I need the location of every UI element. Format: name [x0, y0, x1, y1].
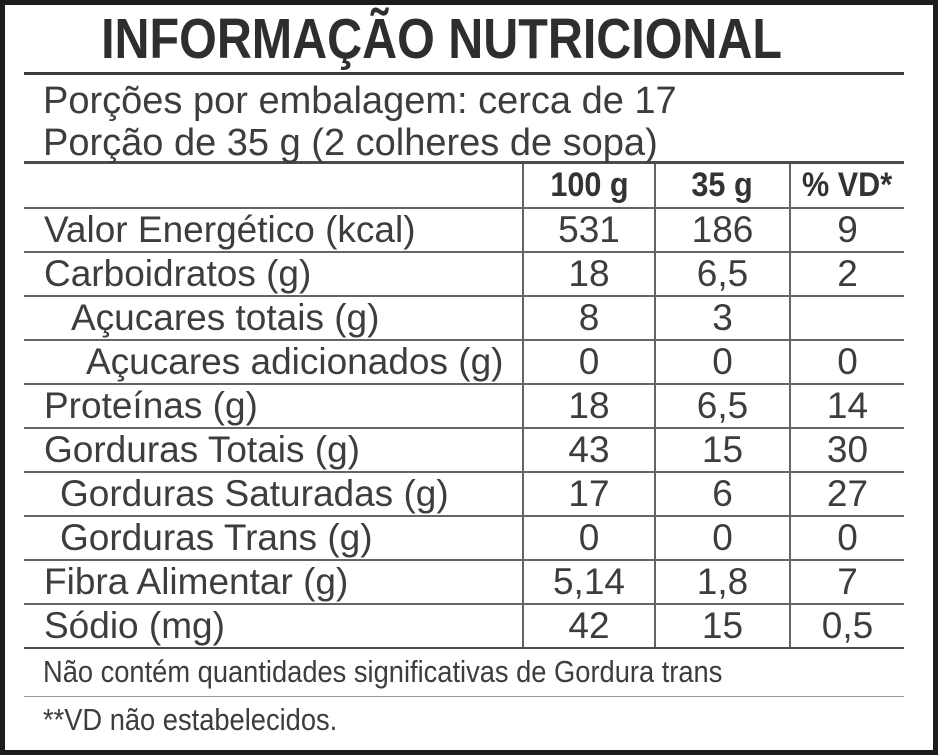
value-35g: 6,5	[654, 383, 790, 429]
footnote-divider	[24, 695, 904, 697]
column-header-35g: 35 g	[654, 161, 790, 209]
row-label: Gorduras Totais (g)	[24, 427, 523, 473]
value-pct-vd: 27	[789, 471, 904, 517]
table-row: Sódio (mg) 42 15 0,5	[24, 603, 904, 649]
table-row: Proteínas (g) 18 6,5 14	[24, 383, 904, 429]
value-35g: 15	[654, 603, 790, 649]
value-pct-vd: 0	[789, 515, 904, 561]
value-35g: 15	[654, 427, 790, 473]
servings-per-package-text: Porções por embalagem: cerca de 17	[43, 80, 677, 122]
table-row: Gorduras Trans (g) 0 0 0	[24, 515, 904, 561]
trans-fat-note: Não contém quantidades significativas de…	[43, 654, 723, 689]
value-100g: 18	[522, 383, 655, 429]
value-pct-vd: 14	[789, 383, 904, 429]
value-35g: 186	[654, 207, 790, 253]
column-header-100g: 100 g	[522, 161, 655, 209]
row-label: Açucares adicionados (g)	[24, 339, 523, 385]
value-100g: 17	[522, 471, 655, 517]
column-header-pct-vd: % VD*	[789, 161, 904, 209]
nutrition-table: 100 g 35 g % VD* Valor Energético (kcal)…	[24, 161, 904, 649]
vd-note: **VD não estabelecidos.	[43, 702, 338, 737]
row-label: Gorduras Trans (g)	[24, 515, 523, 561]
value-100g: 18	[522, 251, 655, 297]
value-100g: 8	[522, 295, 655, 341]
row-label: Sódio (mg)	[24, 603, 523, 649]
table-row: Gorduras Totais (g) 43 15 30	[24, 427, 904, 473]
value-35g: 6	[654, 471, 790, 517]
row-label: Valor Energético (kcal)	[24, 207, 523, 253]
row-label: Fibra Alimentar (g)	[24, 559, 523, 605]
value-pct-vd: 0,5	[789, 603, 904, 649]
label-header: INFORMAÇÃO NUTRICIONAL	[5, 5, 933, 72]
value-pct-vd: 0	[789, 339, 904, 385]
value-100g: 5,14	[522, 559, 655, 605]
value-100g: 43	[522, 427, 655, 473]
row-label: Açucares totais (g)	[24, 295, 523, 341]
row-label: Proteínas (g)	[24, 383, 523, 429]
serving-info: Porções por embalagem: cerca de 17 Porçã…	[5, 75, 933, 164]
table-row: Gorduras Saturadas (g) 17 6 27	[24, 471, 904, 517]
value-100g: 531	[522, 207, 655, 253]
table-row: Açucares adicionados (g) 0 0 0	[24, 339, 904, 385]
table-row: Carboidratos (g) 18 6,5 2	[24, 251, 904, 297]
value-100g: 42	[522, 603, 655, 649]
table-row: Valor Energético (kcal) 531 186 9	[24, 207, 904, 253]
value-35g: 0	[654, 515, 790, 561]
title-divider	[24, 72, 904, 75]
row-label: Gorduras Saturadas (g)	[24, 471, 523, 517]
row-label: Carboidratos (g)	[24, 251, 523, 297]
value-35g: 0	[654, 339, 790, 385]
value-35g: 3	[654, 295, 790, 341]
value-pct-vd: 9	[789, 207, 904, 253]
serving-size-text: Porção de 35 g (2 colheres de sopa)	[43, 122, 658, 164]
value-100g: 0	[522, 515, 655, 561]
column-header-blank	[24, 161, 523, 209]
value-35g: 6,5	[654, 251, 790, 297]
label-title: INFORMAÇÃO NUTRICIONAL	[101, 6, 782, 71]
value-pct-vd	[789, 295, 904, 341]
value-100g: 0	[522, 339, 655, 385]
value-pct-vd: 2	[789, 251, 904, 297]
value-pct-vd: 30	[789, 427, 904, 473]
column-header-row: 100 g 35 g % VD*	[24, 161, 904, 209]
table-row: Fibra Alimentar (g) 5,14 1,8 7	[24, 559, 904, 605]
value-pct-vd: 7	[789, 559, 904, 605]
table-row: Açucares totais (g) 8 3	[24, 295, 904, 341]
value-35g: 1,8	[654, 559, 790, 605]
